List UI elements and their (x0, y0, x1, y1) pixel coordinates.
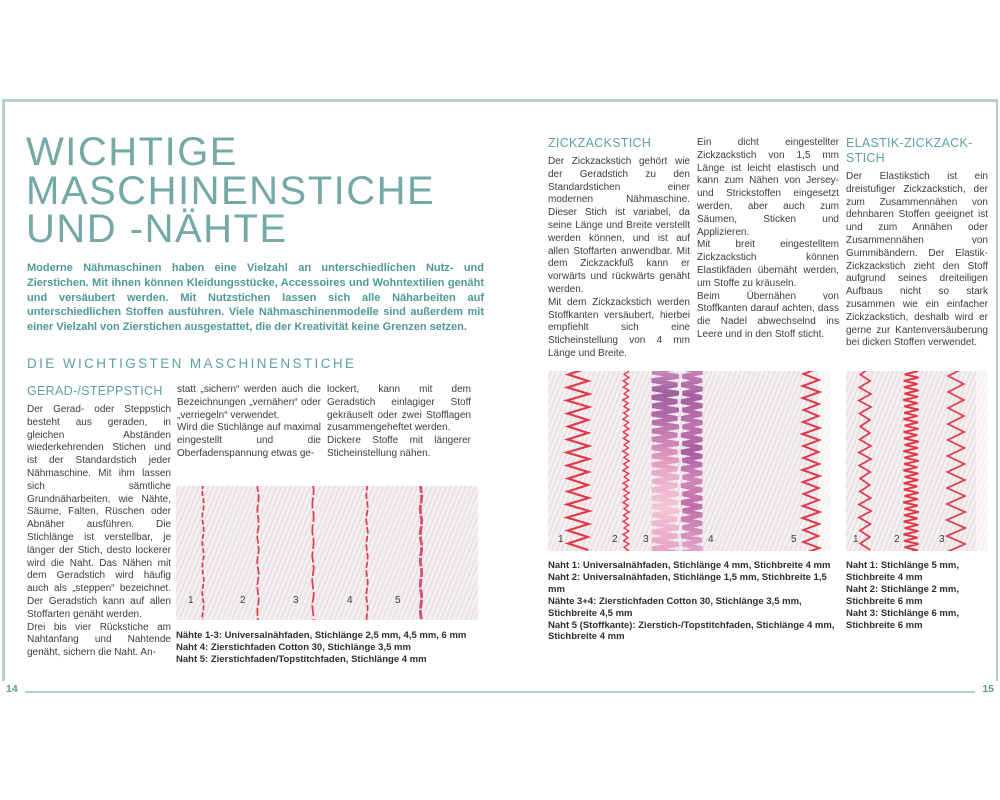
stitch-number: 1 (558, 534, 564, 545)
caption-line: Naht 4: Zierstichfaden Cotton 30, Stichl… (176, 641, 411, 653)
stitch-number: 5 (395, 595, 401, 606)
figure-caption: Naht 1: Universalnähfaden, Stichlänge 4 … (548, 560, 840, 643)
stitch-number: 4 (708, 534, 714, 545)
body-text: Der Gerad- oder Steppstich besteht aus g… (27, 404, 171, 659)
stitch-number: 4 (347, 595, 353, 606)
right-column-3: ELASTIK-ZICKZACK-STICH Der Elastikstich … (846, 136, 988, 350)
caption-line: Naht 5: Zierstichfaden/Topstitchfaden, S… (176, 653, 427, 665)
caption-line: Naht 1: Stichlänge 5 mm, Stichbreite 4 m… (846, 560, 959, 583)
section-heading: DIE WICHTIGSTEN MASCHINENSTICHE (27, 356, 357, 371)
straight-stitches-drawing (201, 486, 424, 620)
right-column-2: Ein dicht eingestellter Zickzackstich vo… (697, 137, 839, 342)
body-text: lockert, kann mit dem Geradstich einlagi… (327, 384, 471, 459)
stitch-number: 5 (791, 534, 797, 545)
body-text: statt „sichern“ werden auch die Bezeichn… (177, 384, 321, 459)
figure-elastic-zigzag-photo: 1 2 3 (846, 371, 988, 551)
article-heading-geradstich: GERAD-/STEPPSTICH (27, 384, 163, 398)
figure-zigzag-stitches-photo: 1 2 3 4 5 (548, 371, 831, 551)
stitch-number: 3 (293, 595, 299, 606)
right-column-1: ZICKZACKSTICH Der Zickzackstich gehört w… (548, 136, 690, 361)
body-text: Ein dicht eingestellter Zickzackstich vo… (697, 137, 839, 340)
frame-right-rule (995, 99, 998, 681)
figure-caption: Nähte 1-3: Universalnähfaden, Stichlänge… (176, 630, 482, 666)
caption-line: Naht 2: Universalnähfaden, Stichlänge 1,… (548, 571, 827, 595)
left-column-1: GERAD-/STEPPSTICH Der Gerad- oder Stepps… (27, 384, 171, 660)
stitch-number: 2 (612, 534, 618, 545)
stitch-number: 3 (643, 534, 649, 545)
caption-line: Naht 3: Stichlänge 6 mm, Stichbreite 6 m… (846, 607, 959, 631)
article-heading-elastik-zickzack: ELASTIK-ZICKZACK-STICH (846, 136, 973, 165)
page-title: WICHTIGE MASCHINENSTICHE UND -NÄHTE (26, 130, 436, 251)
frame-left-rule (2, 99, 5, 681)
figure-caption: Naht 1: Stichlänge 5 mm, Stichbreite 4 m… (846, 560, 990, 631)
stitch-number: 2 (894, 534, 900, 545)
figure-straight-stitches-photo: 1 2 3 4 5 (176, 486, 478, 620)
frame-top-rule (2, 99, 998, 102)
page-number-left: 14 (6, 683, 18, 695)
caption-line: Naht 2: Stichlänge 2 mm, Stichbreite 6 m… (846, 583, 959, 607)
footer-rule (25, 691, 975, 693)
page-number-right: 15 (982, 683, 994, 695)
elastic-zigzag-drawing (856, 371, 988, 551)
caption-line: Nähte 3+4: Zierstichfaden Cotton 30, Sti… (548, 595, 802, 619)
left-column-3: lockert, kann mit dem Geradstich einlagi… (327, 384, 471, 461)
intro-paragraph: Moderne Nähmaschinen haben eine Vielzahl… (27, 262, 484, 334)
stitch-number: 1 (188, 595, 194, 606)
caption-line: Naht 1: Universalnähfaden, Stichlänge 4 … (548, 560, 831, 571)
body-text: Der Zickzackstich gehört wie der Geradst… (548, 156, 690, 359)
body-text: Der Elastikstich ist ein dreistufiger Zi… (846, 171, 988, 349)
caption-line: Naht 5 (Stoffkante): Zierstich-/Topstitc… (548, 619, 835, 643)
left-column-2: statt „sichern“ werden auch die Bezeichn… (177, 384, 321, 461)
caption-line: Nähte 1-3: Universalnähfaden, Stichlänge… (176, 630, 467, 641)
stitch-number: 2 (240, 595, 246, 606)
stitch-number: 3 (939, 534, 945, 545)
stitch-number: 1 (853, 534, 859, 545)
zigzag-stitches-drawing (562, 371, 831, 551)
article-heading-zickzackstich: ZICKZACKSTICH (548, 136, 652, 150)
